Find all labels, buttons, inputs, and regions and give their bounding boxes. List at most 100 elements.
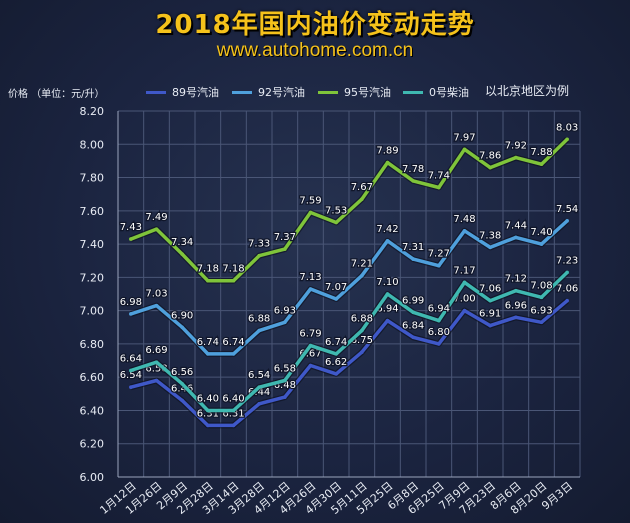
data-point bbox=[154, 378, 159, 383]
data-point bbox=[206, 408, 210, 413]
data-point bbox=[206, 423, 210, 428]
data-label: 6.93 bbox=[274, 305, 296, 316]
data-point bbox=[180, 252, 184, 256]
data-point bbox=[565, 298, 569, 303]
legend-swatch-89 bbox=[146, 90, 166, 94]
data-label: 6.54 bbox=[120, 370, 142, 381]
data-point bbox=[539, 295, 544, 300]
series-line bbox=[130, 299, 569, 428]
data-point bbox=[154, 303, 159, 308]
data-point bbox=[257, 402, 261, 406]
data-point bbox=[154, 227, 159, 231]
chart-title: 2018年国内油价变动走势 bbox=[155, 10, 475, 40]
y-tick-label: 7.80 bbox=[80, 172, 105, 185]
data-label: 7.40 bbox=[530, 227, 552, 238]
data-label: 7.97 bbox=[453, 132, 475, 143]
data-point bbox=[411, 335, 415, 340]
y-tick-label: 6.40 bbox=[80, 404, 105, 417]
data-point bbox=[154, 360, 159, 365]
data-point bbox=[283, 247, 287, 251]
data-label: 7.48 bbox=[453, 214, 475, 225]
data-label: 6.93 bbox=[530, 305, 552, 316]
data-label: 6.80 bbox=[428, 327, 450, 338]
data-point bbox=[539, 320, 544, 325]
data-point bbox=[488, 245, 492, 250]
data-point bbox=[231, 278, 236, 283]
data-point bbox=[462, 228, 467, 233]
data-label: 7.06 bbox=[479, 284, 501, 295]
data-point bbox=[129, 385, 133, 389]
data-label: 6.74 bbox=[222, 337, 244, 348]
data-label: 6.91 bbox=[479, 309, 501, 320]
data-label: 6.74 bbox=[197, 337, 219, 348]
y-tick-label: 6.60 bbox=[80, 371, 105, 384]
data-label: 7.33 bbox=[248, 239, 270, 250]
data-label: 7.38 bbox=[479, 230, 501, 241]
data-point bbox=[437, 318, 441, 323]
data-label: 7.74 bbox=[428, 171, 450, 182]
legend-swatch-92 bbox=[232, 90, 252, 94]
data-point bbox=[206, 352, 210, 356]
data-label: 7.49 bbox=[145, 212, 167, 223]
data-point bbox=[565, 219, 569, 223]
data-point bbox=[231, 352, 236, 356]
data-point bbox=[129, 237, 133, 241]
data-point bbox=[539, 242, 544, 246]
data-label: 6.62 bbox=[325, 357, 347, 368]
data-label: 7.08 bbox=[530, 280, 552, 291]
legend-item-89: 89号汽油 bbox=[146, 84, 219, 100]
data-label: 6.90 bbox=[171, 310, 193, 321]
data-point bbox=[360, 328, 364, 333]
data-label: 7.18 bbox=[197, 264, 219, 275]
data-label: 7.44 bbox=[505, 220, 527, 231]
data-point bbox=[308, 343, 313, 348]
data-label: 7.86 bbox=[479, 151, 501, 162]
data-label: 7.07 bbox=[325, 282, 347, 293]
data-label: 6.94 bbox=[428, 304, 450, 315]
data-label: 7.37 bbox=[274, 232, 296, 243]
y-tick-label: 6.00 bbox=[80, 471, 105, 484]
y-tick-label: 6.80 bbox=[80, 338, 105, 351]
y-tick-label: 7.20 bbox=[80, 271, 105, 284]
legend-label-0: 0号柴油 bbox=[429, 86, 469, 99]
data-label: 6.84 bbox=[402, 320, 424, 331]
data-label: 6.58 bbox=[274, 364, 296, 375]
data-label: 7.12 bbox=[505, 274, 527, 285]
data-point bbox=[283, 378, 287, 383]
data-label: 7.13 bbox=[299, 272, 321, 283]
data-label: 6.74 bbox=[325, 337, 347, 348]
legend-item-92: 92号汽油 bbox=[232, 84, 305, 100]
data-label: 7.03 bbox=[145, 289, 167, 300]
data-label: 7.23 bbox=[556, 255, 578, 266]
data-point bbox=[437, 263, 441, 268]
data-point bbox=[437, 185, 441, 190]
data-point bbox=[360, 350, 364, 355]
data-label: 7.67 bbox=[351, 182, 373, 193]
data-point bbox=[565, 270, 569, 275]
data-point bbox=[514, 155, 518, 160]
data-label: 7.18 bbox=[222, 264, 244, 275]
data-point bbox=[180, 382, 184, 386]
data-label: 6.54 bbox=[248, 370, 270, 381]
data-label: 6.98 bbox=[120, 297, 142, 308]
series-line bbox=[130, 138, 569, 283]
data-label: 7.34 bbox=[171, 237, 193, 248]
data-point bbox=[257, 328, 261, 333]
data-point bbox=[231, 408, 236, 413]
data-point bbox=[385, 238, 390, 243]
y-tick-label: 8.20 bbox=[80, 105, 105, 118]
data-point bbox=[257, 385, 261, 389]
data-label: 6.40 bbox=[222, 393, 244, 404]
data-point bbox=[283, 320, 287, 325]
data-label: 7.89 bbox=[376, 146, 398, 157]
data-label: 6.79 bbox=[299, 329, 321, 340]
legend-label-92: 92号汽油 bbox=[258, 86, 305, 99]
data-point bbox=[231, 423, 236, 428]
data-point bbox=[462, 280, 467, 285]
data-point bbox=[385, 318, 390, 323]
data-label: 8.03 bbox=[556, 122, 578, 133]
data-point bbox=[488, 323, 492, 328]
data-point bbox=[385, 292, 390, 296]
series-line bbox=[130, 271, 569, 413]
